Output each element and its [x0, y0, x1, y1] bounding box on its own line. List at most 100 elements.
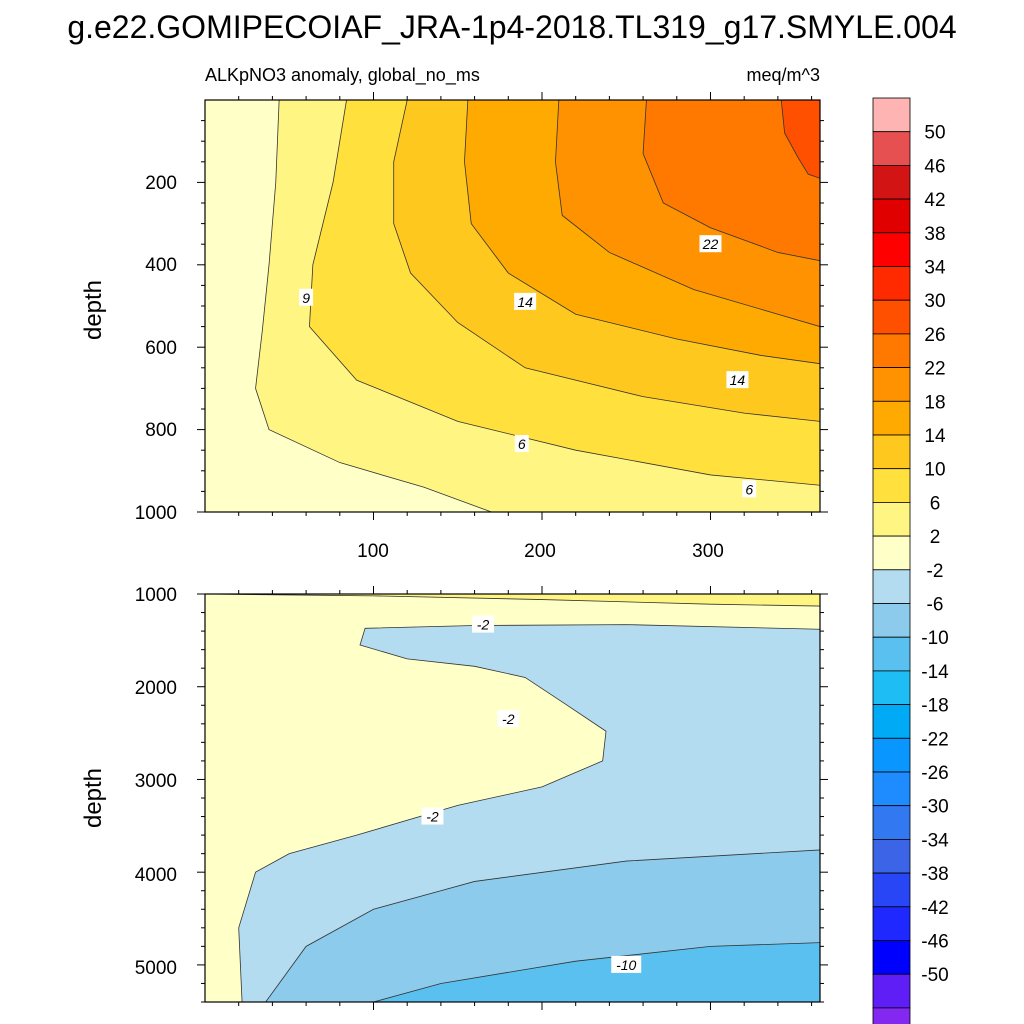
colorbar-label: 2 [930, 527, 941, 548]
colorbar-box [872, 164, 911, 200]
colorbar-box [872, 198, 911, 234]
colorbar-label: -2 [927, 561, 944, 582]
colorbar-box [872, 266, 911, 301]
top-x-tick-label: 200 [524, 541, 556, 562]
contour-label: -2 [502, 711, 515, 727]
colorbar-label: 10 [924, 460, 945, 481]
bottom-contour-labels: -2 -2 -2 -10 [421, 615, 642, 973]
colorbar-label: -6 [927, 595, 944, 616]
contour-band [781, 100, 820, 179]
contour-line [373, 942, 820, 1002]
colorbar-box [872, 1007, 911, 1024]
colorbar-box [872, 400, 911, 436]
contour-label-bg [726, 371, 749, 389]
contour-label: -2 [477, 617, 490, 633]
colorbar-box [872, 839, 911, 874]
colorbar-labels: 50 46 42 38 34 30 26 22 18 14 10 6 2 -2 -6 -10 -14 -18 -22… [921, 123, 949, 987]
colorbar-box [872, 434, 911, 470]
colorbar-box [872, 333, 911, 368]
colorbar: 50 46 42 38 34 30 26 22 18 14 10 6 2 -2 -6 -10 -14 -18 -22… [872, 97, 949, 1024]
contour-line [393, 100, 820, 422]
colorbar-label: 22 [924, 359, 945, 380]
bottom-axis-ticks [197, 586, 828, 1010]
colorbar-label: 50 [924, 123, 945, 144]
colorbar-box [872, 603, 911, 638]
contour-line [780, 100, 820, 179]
top-y-tick-label: 200 [145, 173, 177, 194]
bottom-y-axis-label: depth [80, 768, 107, 828]
contour-label: 6 [518, 436, 526, 452]
contour-label: 14 [730, 372, 746, 388]
contour-band [373, 942, 820, 1002]
top-contour-lines [255, 100, 820, 512]
contour-label-bg [472, 615, 495, 633]
top-x-tick-label: 300 [692, 541, 724, 562]
colorbar-label: -10 [921, 628, 948, 649]
bottom-contour-fills [205, 594, 820, 1002]
colorbar-label: -26 [921, 763, 948, 784]
colorbar-box [872, 973, 911, 1009]
colorbar-label: -22 [921, 729, 948, 750]
top-y-axis-label: depth [80, 280, 107, 340]
colorbar-label: -14 [921, 662, 949, 683]
contour-label: 6 [745, 481, 753, 497]
colorbar-label: 38 [924, 224, 945, 245]
contour-line [265, 849, 820, 1002]
colorbar-boxes [872, 97, 911, 1024]
colorbar-box [872, 501, 911, 537]
top-contour-panel: 9 14 22 14 6 6 200 400 600 800 1000 100 200 3… [80, 92, 828, 562]
colorbar-label: 18 [924, 392, 945, 413]
bottom-y-tick-label: 5000 [135, 958, 177, 979]
colorbar-box [872, 97, 911, 133]
colorbar-label: 14 [924, 426, 946, 447]
contour-label: 9 [302, 290, 310, 306]
bottom-contour-lines [205, 594, 820, 1002]
contour-line [464, 100, 820, 365]
contour-label-bg [421, 807, 444, 825]
contour-label-bg [611, 955, 642, 973]
contour-label-bg [699, 235, 722, 253]
contour-line [555, 100, 820, 327]
colorbar-label: 46 [924, 156, 945, 177]
contour-band [205, 594, 820, 607]
bottom-y-tick-label: 3000 [135, 771, 177, 792]
top-x-tick-label: 100 [357, 541, 389, 562]
colorbar-box [872, 468, 911, 503]
colorbar-box [872, 569, 911, 604]
colorbar-box [872, 906, 911, 941]
colorbar-label: -38 [921, 864, 948, 885]
contour-label: -10 [616, 957, 636, 973]
contour-label-bg [742, 480, 757, 498]
colorbar-box [872, 232, 911, 267]
colorbar-label: -18 [921, 696, 948, 717]
contour-label: 22 [702, 236, 719, 252]
contour-line [309, 100, 820, 486]
top-contour-labels: 9 14 22 14 6 6 [299, 235, 757, 498]
bottom-y-tick-label: 4000 [135, 865, 177, 886]
colorbar-box [872, 670, 911, 706]
contour-line [238, 624, 820, 1002]
bottom-y-tick-label: 2000 [135, 678, 177, 699]
colorbar-box [872, 131, 911, 166]
colorbar-box [872, 299, 911, 335]
colorbar-label: 30 [924, 291, 945, 312]
top-y-tick-label: 600 [145, 338, 177, 359]
colorbar-label: -42 [921, 898, 948, 919]
top-axis-ticks [197, 92, 828, 520]
colorbar-box [872, 872, 911, 908]
colorbar-label: -34 [921, 830, 949, 851]
colorbar-box [872, 805, 911, 840]
colorbar-label: 26 [924, 325, 945, 346]
contour-label-bg [299, 288, 314, 306]
colorbar-box [872, 940, 911, 975]
top-panel-right-title: meq/m^3 [747, 65, 820, 85]
contour-band [643, 100, 820, 261]
contour-label-bg [497, 710, 520, 728]
colorbar-box [872, 636, 911, 672]
colorbar-label: -30 [921, 797, 948, 818]
colorbar-box [872, 737, 911, 773]
top-panel-left-title: ALKpNO3 anomaly, global_no_ms [205, 65, 480, 86]
colorbar-label: -50 [921, 965, 948, 986]
colorbar-box [872, 771, 911, 807]
